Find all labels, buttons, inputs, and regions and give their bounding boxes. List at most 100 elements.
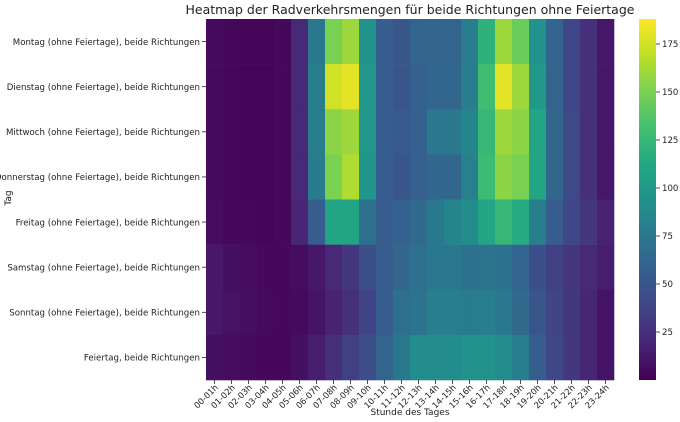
heatmap-cell bbox=[257, 244, 275, 291]
heatmap-cell bbox=[325, 64, 343, 110]
heatmap-cell bbox=[444, 244, 462, 291]
heatmap-cell bbox=[274, 154, 292, 200]
heatmap-cell bbox=[495, 244, 513, 291]
colorbar-tick-label: 125 bbox=[662, 136, 678, 146]
heatmap-cell bbox=[478, 244, 496, 291]
y-tick-label: Sonntag (ohne Feiertage), beide Richtung… bbox=[9, 309, 200, 319]
heatmap-cell bbox=[342, 289, 360, 336]
heatmap-cell bbox=[546, 244, 564, 291]
heatmap-cell bbox=[563, 109, 581, 155]
heatmap-cell bbox=[563, 334, 581, 381]
heatmap-cell bbox=[342, 199, 360, 245]
heatmap-cell bbox=[206, 334, 224, 381]
heatmap-cell bbox=[376, 244, 394, 291]
heatmap-cell bbox=[291, 109, 309, 155]
heatmap-cell bbox=[427, 199, 445, 245]
heatmap-cell bbox=[461, 199, 479, 245]
heatmap-cell bbox=[359, 289, 377, 336]
heatmap-cell bbox=[563, 19, 581, 65]
heatmap-cell bbox=[580, 109, 598, 155]
heatmap-cell bbox=[291, 334, 309, 381]
heatmap-cell bbox=[597, 19, 615, 65]
heatmap-cell bbox=[461, 64, 479, 110]
heatmap-cell bbox=[240, 154, 258, 200]
heatmap-cell bbox=[257, 199, 275, 245]
heatmap-cell bbox=[410, 109, 428, 155]
heatmap-cell bbox=[495, 199, 513, 245]
heatmap-cell bbox=[495, 19, 513, 65]
heatmap-cell bbox=[257, 109, 275, 155]
colorbar-tick-label: 75 bbox=[662, 232, 673, 242]
heatmap-cell bbox=[529, 334, 547, 381]
y-tick-label: Montag (ohne Feiertage), beide Richtunge… bbox=[13, 38, 200, 48]
heatmap-cell bbox=[376, 334, 394, 381]
heatmap-cell bbox=[359, 199, 377, 245]
heatmap-cell bbox=[410, 334, 428, 381]
heatmap-cell bbox=[478, 154, 496, 200]
heatmap-cell bbox=[444, 64, 462, 110]
heatmap-cell bbox=[257, 289, 275, 336]
heatmap-cell bbox=[359, 154, 377, 200]
heatmap-cell bbox=[478, 334, 496, 381]
chart-title: Heatmap der Radverkehrsmengen für beide … bbox=[186, 2, 635, 17]
heatmap-cell bbox=[410, 199, 428, 245]
heatmap-cell bbox=[223, 244, 241, 291]
heatmap-cell bbox=[512, 199, 530, 245]
colorbar-tick-label: 150 bbox=[662, 88, 678, 98]
x-axis-label: Stunde des Tages bbox=[370, 408, 449, 418]
heatmap-cell bbox=[529, 109, 547, 155]
y-tick-label: Feiertag, beide Richtungen bbox=[84, 354, 200, 364]
heatmap-cell bbox=[206, 199, 224, 245]
y-tick-label: Dienstag (ohne Feiertage), beide Richtun… bbox=[7, 83, 200, 93]
heatmap-cell bbox=[274, 19, 292, 65]
heatmap-cell bbox=[308, 244, 326, 291]
heatmap-cell bbox=[274, 289, 292, 336]
heatmap-cell bbox=[359, 19, 377, 65]
heatmap-cell bbox=[393, 334, 411, 381]
heatmap-cell bbox=[410, 19, 428, 65]
heatmap-cell bbox=[206, 19, 224, 65]
heatmap-cell bbox=[393, 64, 411, 110]
heatmap-cell bbox=[427, 244, 445, 291]
heatmap-cell bbox=[529, 154, 547, 200]
heatmap-cell bbox=[444, 334, 462, 381]
heatmap-cell bbox=[206, 154, 224, 200]
heatmap-cell bbox=[308, 154, 326, 200]
heatmap-cell bbox=[308, 199, 326, 245]
heatmap-cell bbox=[444, 154, 462, 200]
y-tick-label: Samstag (ohne Feiertage), beide Richtung… bbox=[7, 263, 200, 273]
y-tick-labels: Montag (ohne Feiertage), beide Richtunge… bbox=[0, 38, 206, 364]
heatmap-cell bbox=[240, 334, 258, 381]
colorbar-tick-label: 100 bbox=[662, 184, 678, 194]
heatmap-cell bbox=[597, 199, 615, 245]
heatmap-cell bbox=[546, 199, 564, 245]
heatmap-cell bbox=[461, 289, 479, 336]
heatmap-cell bbox=[597, 334, 615, 381]
heatmap-cell bbox=[359, 64, 377, 110]
heatmap-cell bbox=[325, 244, 343, 291]
heatmap-cell bbox=[291, 244, 309, 291]
heatmap-cells bbox=[206, 19, 615, 381]
heatmap-cell bbox=[529, 289, 547, 336]
heatmap-cell bbox=[376, 109, 394, 155]
heatmap-cell bbox=[512, 334, 530, 381]
heatmap-cell bbox=[257, 154, 275, 200]
heatmap-cell bbox=[257, 64, 275, 110]
colorbar: 25 50 75 100 125 150 175 bbox=[639, 19, 678, 380]
heatmap-cell bbox=[342, 334, 360, 381]
heatmap-cell bbox=[257, 19, 275, 65]
heatmap-cell bbox=[478, 19, 496, 65]
heatmap-cell bbox=[546, 64, 564, 110]
heatmap-cell bbox=[512, 289, 530, 336]
heatmap-cell bbox=[359, 109, 377, 155]
heatmap-cell bbox=[393, 109, 411, 155]
heatmap-cell bbox=[240, 244, 258, 291]
heatmap-cell bbox=[563, 64, 581, 110]
heatmap-cell bbox=[393, 154, 411, 200]
heatmap-cell bbox=[580, 289, 598, 336]
heatmap-cell bbox=[546, 109, 564, 155]
heatmap-cell bbox=[580, 244, 598, 291]
heatmap-cell bbox=[376, 154, 394, 200]
heatmap-cell bbox=[206, 64, 224, 110]
